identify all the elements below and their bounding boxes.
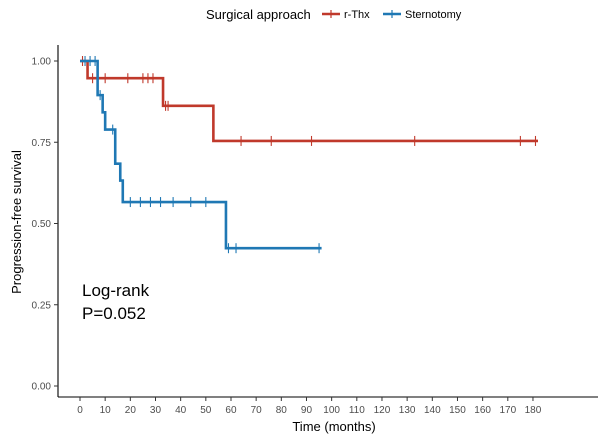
series-r-thx — [80, 56, 538, 146]
series-line-sternotomy — [80, 59, 322, 250]
x-tick-label: 60 — [225, 405, 237, 416]
series-line-r-thx — [80, 59, 538, 143]
legend-label-sternotomy: Sternotomy — [405, 9, 462, 21]
y-tick-label: 1.00 — [32, 57, 52, 68]
y-axis-title: Progression-free survival — [9, 150, 24, 294]
series-layer — [80, 56, 538, 254]
x-tick-label: 130 — [399, 405, 416, 416]
x-tick-label: 150 — [449, 405, 466, 416]
series-sternotomy — [80, 56, 322, 254]
x-tick-label: 90 — [301, 405, 313, 416]
pvalue-label: P=0.052 — [82, 304, 146, 323]
x-axis-title: Time (months) — [292, 419, 375, 434]
x-tick-label: 30 — [150, 405, 162, 416]
y-tick-label: 0.25 — [32, 300, 52, 311]
x-tick-label: 0 — [77, 405, 83, 416]
x-tick-label: 10 — [100, 405, 112, 416]
x-ticks: 0 10 20 30 40 50 60 70 80 90 100 110 120 130 140 150 160… — [77, 397, 542, 416]
legend: Surgical approach r-Thx Sternotomy — [206, 7, 462, 22]
x-tick-label: 80 — [276, 405, 288, 416]
legend-label-rthx: r-Thx — [344, 9, 370, 21]
x-tick-label: 120 — [374, 405, 391, 416]
y-tick-label: 0.50 — [32, 219, 52, 230]
x-tick-label: 70 — [251, 405, 263, 416]
logrank-label: Log-rank — [82, 281, 150, 300]
y-ticks: 0.00 0.25 0.50 0.75 1.00 — [32, 57, 58, 393]
x-tick-label: 170 — [499, 405, 516, 416]
x-tick-label: 50 — [200, 405, 212, 416]
y-tick-label: 0.00 — [32, 382, 52, 393]
x-tick-label: 40 — [175, 405, 187, 416]
x-tick-label: 180 — [525, 405, 542, 416]
x-tick-label: 100 — [323, 405, 340, 416]
x-tick-label: 160 — [474, 405, 491, 416]
x-tick-label: 20 — [125, 405, 137, 416]
legend-title: Surgical approach — [206, 7, 311, 22]
x-tick-label: 110 — [349, 405, 365, 416]
y-tick-label: 0.75 — [32, 138, 52, 149]
x-tick-label: 140 — [424, 405, 441, 416]
